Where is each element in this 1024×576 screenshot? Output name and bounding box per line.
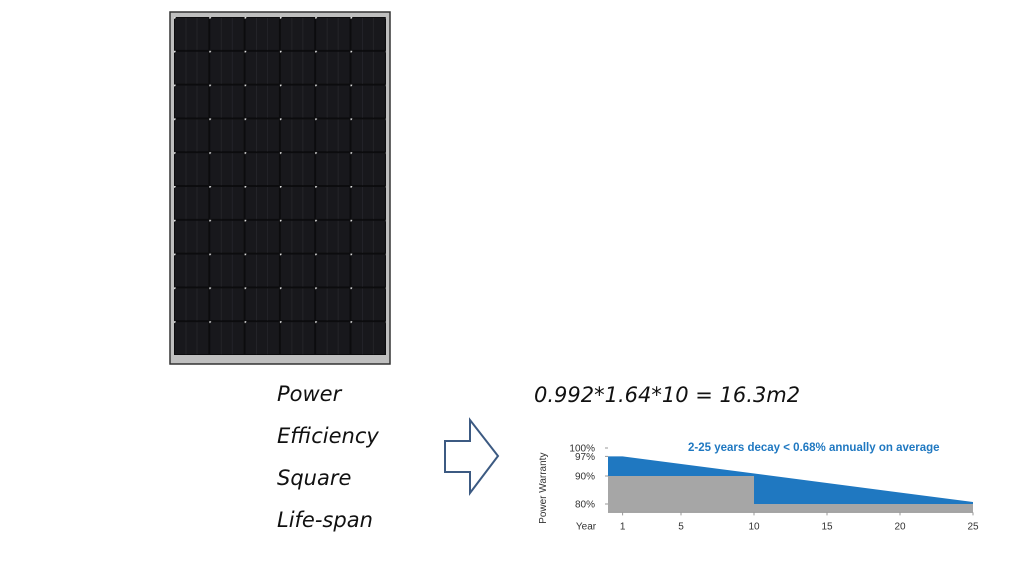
y-tick-label: 100% bbox=[569, 444, 595, 455]
formula: 0.992*1.64*10 = 16.3m2 bbox=[534, 383, 800, 407]
x-tick-label: 5 bbox=[678, 521, 684, 532]
item: Efficiency bbox=[277, 424, 379, 448]
x-tick-label: 10 bbox=[748, 521, 760, 532]
item: Power bbox=[277, 382, 343, 406]
y-axis-label: Power Warranty bbox=[538, 453, 549, 524]
solar-panel bbox=[169, 11, 391, 365]
item: Square bbox=[277, 466, 351, 490]
x-axis-label: Year bbox=[576, 521, 597, 532]
x-tick-label: 20 bbox=[894, 521, 906, 532]
area bbox=[608, 476, 973, 513]
y-tick-label: 80% bbox=[575, 500, 595, 511]
y-tick-label: 90% bbox=[575, 472, 595, 483]
y-tick-label: 97% bbox=[575, 452, 595, 463]
x-tick-label: 25 bbox=[967, 521, 979, 532]
x-tick-label: 1 bbox=[620, 521, 626, 532]
item: Life-span bbox=[277, 508, 373, 532]
arrow bbox=[444, 417, 500, 496]
annotation: 2-25 years decay < 0.68% annually on ave… bbox=[688, 442, 940, 454]
x-tick-label: 15 bbox=[821, 521, 833, 532]
